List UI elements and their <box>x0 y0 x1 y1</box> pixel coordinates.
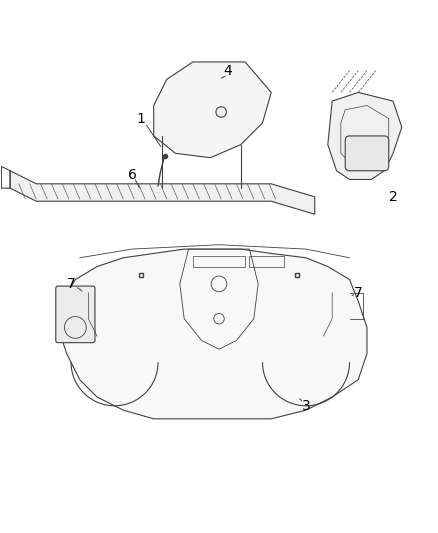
Polygon shape <box>328 92 402 180</box>
Text: 3: 3 <box>302 399 311 413</box>
Bar <box>250 256 284 266</box>
Bar <box>193 256 245 266</box>
Polygon shape <box>154 62 271 158</box>
Text: 4: 4 <box>223 63 232 78</box>
Text: 2: 2 <box>389 190 397 204</box>
Polygon shape <box>58 249 367 419</box>
Text: 7: 7 <box>67 277 75 291</box>
FancyBboxPatch shape <box>345 136 389 171</box>
Polygon shape <box>10 171 315 214</box>
FancyBboxPatch shape <box>56 286 95 343</box>
Text: 7: 7 <box>354 286 363 300</box>
Text: 6: 6 <box>127 168 136 182</box>
Text: 1: 1 <box>136 111 145 126</box>
